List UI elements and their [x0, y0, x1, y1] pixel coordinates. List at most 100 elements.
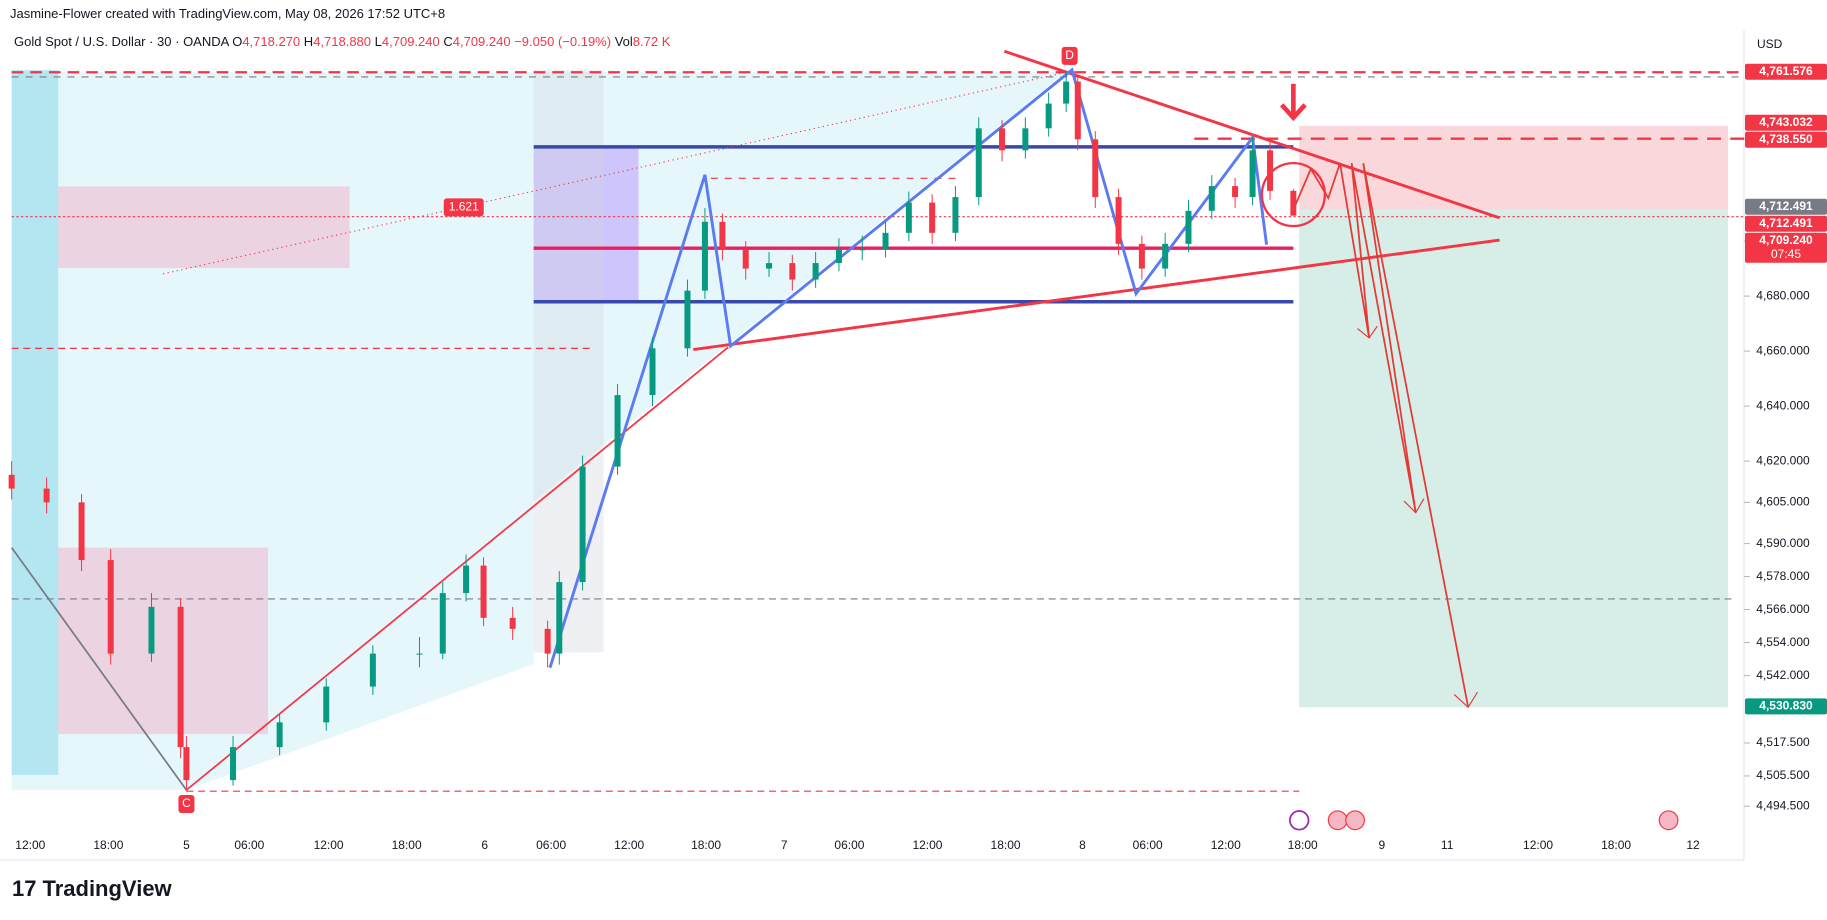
y-tick-label: 4,605.000: [1756, 495, 1810, 509]
x-tick-label: 12:00: [15, 838, 45, 852]
x-tick-label: 8: [1079, 838, 1086, 852]
price-tag: [1745, 198, 1827, 215]
countdown: 07:45: [1771, 247, 1801, 261]
candle-body: [1162, 243, 1169, 269]
candle-body: [463, 565, 470, 594]
trend-line: [185, 346, 729, 791]
o-value: 4,718.270: [242, 34, 301, 49]
brand: 17 TradingView: [12, 876, 172, 901]
target-zone: [1299, 209, 1728, 708]
arrow-head: [1403, 498, 1425, 514]
symbol-legend: Gold Spot / U.S. Dollar · 30 · OANDA O4,…: [14, 34, 670, 49]
y-tick-label: 4,620.000: [1756, 453, 1810, 467]
candle-body: [1074, 81, 1081, 140]
candle-body: [859, 249, 866, 251]
y-tick-label: 4,554.000: [1756, 635, 1810, 649]
price-tag: [1745, 63, 1827, 80]
price-tag: [1745, 215, 1827, 232]
o-label: O: [232, 34, 243, 49]
y-tick-label: 4,680.000: [1756, 288, 1810, 302]
annotation: C: [182, 796, 191, 810]
x-tick-label: 12:00: [1211, 838, 1241, 852]
candle-body: [177, 606, 184, 748]
x-tick-label: 06:00: [1133, 838, 1163, 852]
candle-body: [323, 686, 330, 723]
annotation: D: [1065, 48, 1074, 62]
candle-body: [1290, 190, 1297, 216]
volume-profile: [533, 69, 604, 653]
x-tick-label: 12:00: [1523, 838, 1553, 852]
price-tag-label: 4,738.550: [1759, 132, 1813, 146]
candle-body: [614, 395, 621, 467]
x-tick-label: 18:00: [392, 838, 422, 852]
x-tick-label: 12:00: [314, 838, 344, 852]
price-tag-label: 4,743.032: [1759, 115, 1813, 129]
l-value: 4,709.240: [381, 34, 440, 49]
c-value: 4,709.240: [452, 34, 511, 49]
candle-body: [276, 722, 283, 748]
candle-body: [1249, 150, 1256, 198]
y-tick-label: 4,660.000: [1756, 343, 1810, 357]
arrow-head: [1357, 325, 1378, 339]
x-tick-label: 9: [1379, 838, 1386, 852]
h-value: 4,718.880: [313, 34, 372, 49]
candle-body: [1115, 197, 1122, 244]
event-icon[interactable]: [1327, 810, 1348, 831]
candle-body: [719, 221, 726, 250]
symbol[interactable]: Gold Spot / U.S. Dollar · 30 · OANDA: [14, 34, 229, 49]
trend-line: [693, 238, 1500, 352]
x-tick-label: 12: [1686, 838, 1700, 852]
annotation-box: [443, 198, 484, 217]
annotation-box: [178, 794, 195, 813]
x-tick-label: 18:00: [991, 838, 1021, 852]
candle-body: [766, 263, 773, 269]
candle-body: [544, 628, 551, 654]
price-tag: [1745, 114, 1827, 131]
x-tick-label: 06:00: [834, 838, 864, 852]
candle-body: [8, 474, 15, 489]
c-label: C: [443, 34, 453, 49]
candle-body: [439, 593, 446, 654]
fib-fill: [11, 72, 1067, 791]
x-tick-label: 5: [183, 838, 190, 852]
annotation-box: [1061, 46, 1078, 65]
candle-body: [1063, 81, 1070, 104]
currency[interactable]: USD: [1757, 37, 1783, 51]
candle-body: [1208, 186, 1215, 211]
volume-profile: [58, 186, 350, 268]
x-tick-label: 06:00: [234, 838, 264, 852]
candle-body: [999, 128, 1006, 151]
price-tag: [1745, 131, 1827, 148]
x-tick-label: 7: [781, 838, 788, 852]
vol-value: 8.72 K: [632, 34, 671, 49]
candle-body: [789, 263, 796, 280]
y-tick-label: 4,590.000: [1756, 536, 1810, 550]
volume-profile: [533, 146, 639, 302]
candle-body: [701, 221, 708, 291]
fib-line: [163, 71, 1067, 275]
credit: Jasmine-Flower created with TradingView.…: [10, 6, 446, 21]
candle-body: [742, 249, 749, 269]
y-tick-label: 4,517.500: [1756, 735, 1810, 749]
candle-body: [1045, 103, 1052, 129]
candle-body: [107, 560, 114, 654]
event-icon[interactable]: [1345, 810, 1366, 831]
event-icon[interactable]: [1289, 810, 1310, 831]
x-tick-label: 6: [481, 838, 488, 852]
candle-body: [509, 617, 516, 629]
candle-body: [230, 747, 237, 781]
highlight-circle: [1260, 161, 1326, 228]
change: −9.050 (−0.19%): [514, 34, 612, 49]
event-icon[interactable]: [1658, 810, 1679, 831]
candle-body: [556, 582, 563, 654]
brand-name: TradingView: [42, 876, 172, 901]
candle-body: [1185, 210, 1192, 244]
candle-body: [579, 466, 586, 583]
l-label: L: [374, 34, 382, 49]
x-tick-label: 18:00: [691, 838, 721, 852]
candle-body: [975, 128, 982, 198]
candle-body: [649, 348, 656, 396]
x-tick-label: 06:00: [536, 838, 566, 852]
y-tick-label: 4,542.000: [1756, 668, 1810, 682]
